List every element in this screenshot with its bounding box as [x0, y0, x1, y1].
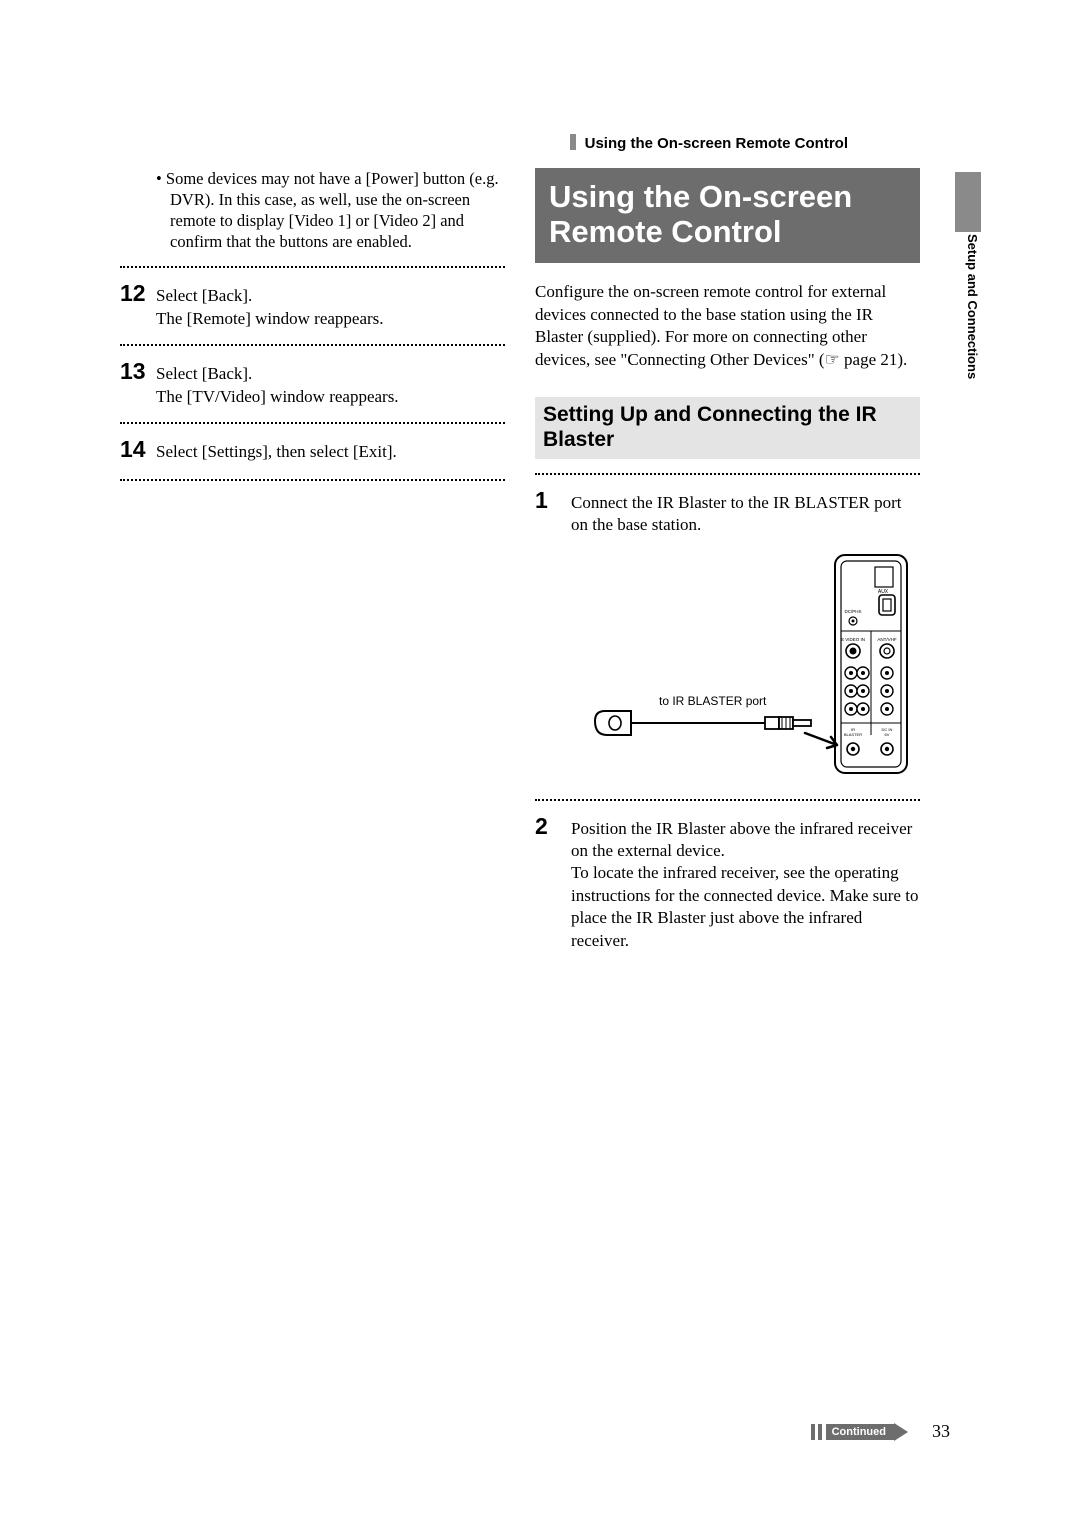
svg-text:AUX: AUX — [878, 589, 889, 595]
manual-page: Using the On-screen Remote Control Setup… — [0, 0, 1080, 1528]
two-column-layout: Some devices may not have a [Power] butt… — [120, 168, 980, 954]
page-number: 33 — [932, 1421, 950, 1442]
step-body: Select [Back]. The [TV/Video] window rea… — [156, 363, 505, 408]
step-line-1: Select [Back]. — [156, 286, 252, 305]
section-tab — [955, 172, 981, 232]
step-line-2: The [Remote] window reappears. — [156, 309, 384, 328]
sub-heading: Setting Up and Connecting the IR Blaster — [535, 397, 920, 459]
right-column: Using the On-screen Remote Control Confi… — [535, 168, 920, 954]
step-line-2: The [TV/Video] window reappears. — [156, 387, 399, 406]
step-line-1: Select [Settings], then select [Exit]. — [156, 442, 397, 461]
step-body: Select [Back]. The [Remote] window reapp… — [156, 285, 505, 330]
continued-arrow-icon — [894, 1423, 908, 1441]
diagram-svg: AUX DC/PHS S VIDEO IN ANT/VHF — [535, 545, 915, 785]
step-number: 12 — [120, 278, 150, 308]
running-head-text: Using the On-screen Remote Control — [585, 135, 848, 152]
svg-text:BLASTER: BLASTER — [844, 732, 862, 737]
step-number: 1 — [535, 485, 565, 515]
left-column: Some devices may not have a [Power] butt… — [120, 168, 505, 954]
ir-blaster-diagram: AUX DC/PHS S VIDEO IN ANT/VHF — [535, 545, 915, 785]
divider — [535, 473, 920, 475]
divider — [120, 344, 505, 346]
page-footer: Continued 33 — [811, 1421, 950, 1442]
step-number: 2 — [535, 811, 565, 841]
running-head: Using the On-screen Remote Control — [570, 134, 848, 152]
section-title: Using the On-screen Remote Control — [535, 168, 920, 263]
divider — [535, 799, 920, 801]
side-section-label: Setup and Connections — [960, 234, 980, 379]
divider — [120, 422, 505, 424]
step-number: 14 — [120, 434, 150, 464]
running-head-marker — [570, 134, 576, 150]
continued-label: Continued — [826, 1424, 894, 1440]
step-12: 12 Select [Back]. The [Remote] window re… — [120, 278, 505, 330]
step-line-1: Select [Back]. — [156, 364, 252, 383]
svg-text:6V: 6V — [885, 732, 890, 737]
divider — [120, 479, 505, 481]
step-body: Connect the IR Blaster to the IR BLASTER… — [571, 492, 920, 537]
step-number: 13 — [120, 356, 150, 386]
step-14: 14 Select [Settings], then select [Exit]… — [120, 434, 505, 464]
continued-badge: Continued — [811, 1423, 908, 1441]
diagram-caption: to IR BLASTER port — [659, 694, 766, 708]
svg-text:ANT/VHF: ANT/VHF — [877, 637, 897, 642]
step-body: Select [Settings], then select [Exit]. — [156, 441, 505, 463]
intro-paragraph: Configure the on-screen remote control f… — [535, 281, 920, 371]
step-2: 2 Position the IR Blaster above the infr… — [535, 811, 920, 953]
step-13: 13 Select [Back]. The [TV/Video] window … — [120, 356, 505, 408]
step-1: 1 Connect the IR Blaster to the IR BLAST… — [535, 485, 920, 537]
note-bullet: Some devices may not have a [Power] butt… — [120, 168, 505, 252]
step-body: Position the IR Blaster above the infrar… — [571, 818, 920, 953]
svg-text:S VIDEO IN: S VIDEO IN — [841, 637, 865, 642]
divider — [120, 266, 505, 268]
svg-text:DC/PHS: DC/PHS — [844, 609, 861, 614]
continued-bars-icon — [811, 1424, 822, 1440]
